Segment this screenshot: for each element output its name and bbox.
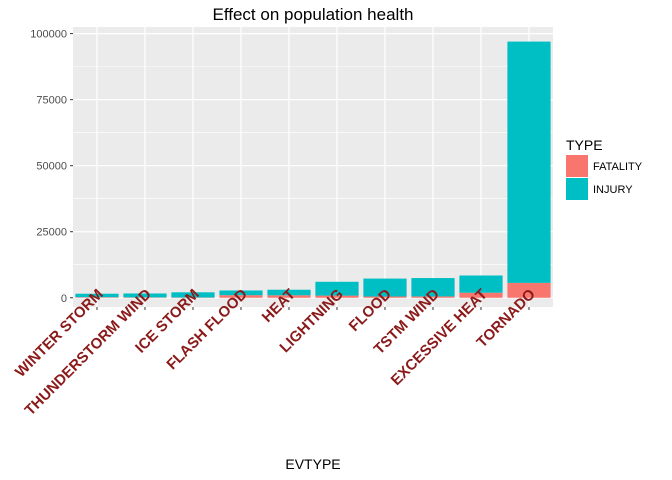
bar-fatality — [219, 295, 263, 298]
bar-injury — [219, 290, 263, 296]
legend-title: TYPE — [566, 137, 603, 153]
y-tick-label: 50000 — [36, 161, 67, 173]
y-tick-label: 25000 — [36, 227, 67, 239]
bar-injury — [363, 278, 407, 297]
bar-fatality — [459, 292, 503, 298]
plot-panel — [73, 27, 553, 307]
y-tick-label: 100000 — [30, 29, 67, 41]
x-tick-label: WINTER STORM — [12, 286, 107, 381]
x-axis-label: EVTYPE — [285, 456, 340, 472]
bar-injury — [315, 281, 359, 296]
bar-fatality — [507, 282, 551, 298]
y-axis: 0 25000 50000 75000 100000 — [30, 29, 73, 305]
bar-fatality — [411, 296, 455, 298]
legend: TYPE FATALITY INJURY — [566, 137, 643, 200]
bar-injury — [507, 41, 551, 283]
y-tick-label: 75000 — [36, 95, 67, 107]
bar-fatality — [267, 295, 311, 298]
bars — [75, 41, 551, 298]
chart-title: Effect on population health — [212, 5, 413, 24]
bar-injury — [267, 289, 311, 296]
bar-fatality — [363, 296, 407, 298]
bar-injury — [75, 293, 119, 298]
bar-injury — [171, 292, 215, 298]
legend-label: FATALITY — [593, 161, 643, 173]
legend-key-injury — [566, 178, 588, 200]
bar-injury — [123, 293, 167, 298]
legend-label: INJURY — [593, 184, 633, 196]
y-tick-label: 0 — [61, 293, 67, 305]
bar-fatality — [75, 297, 119, 298]
bar-fatality — [315, 295, 359, 298]
bar-injury — [411, 278, 455, 297]
grid-minor — [73, 66, 553, 266]
bar-injury — [459, 275, 503, 293]
legend-key-fatality — [566, 155, 588, 177]
